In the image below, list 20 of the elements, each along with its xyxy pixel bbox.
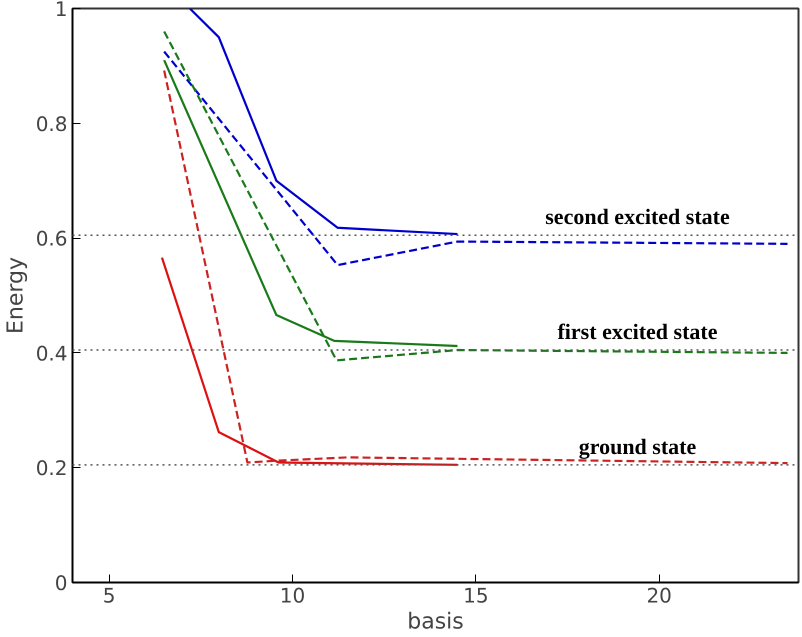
y-tick-label: 0.8 xyxy=(36,112,68,136)
y-axis-title: Energy xyxy=(4,256,29,334)
x-tick-label: 15 xyxy=(463,584,489,608)
annotation: first excited state xyxy=(557,319,718,344)
line-series xyxy=(160,256,459,466)
x-tick-label: 10 xyxy=(280,584,306,608)
annotation: ground state xyxy=(578,434,697,459)
x-tick-label: 20 xyxy=(646,584,672,608)
y-tick-label: 1 xyxy=(54,0,68,21)
y-tick-label: 0.4 xyxy=(36,341,68,366)
annotation: second excited state xyxy=(545,204,730,230)
line-series xyxy=(163,50,789,266)
line-series xyxy=(188,8,459,236)
y-tick-label: 0.6 xyxy=(36,226,68,251)
line-series xyxy=(163,69,789,464)
line-series xyxy=(163,30,789,362)
y-tick-label: 0.2 xyxy=(36,456,68,480)
x-axis-title: basis xyxy=(407,610,464,634)
y-tick-label: 0 xyxy=(54,571,68,595)
x-tick-label: 5 xyxy=(102,584,116,608)
